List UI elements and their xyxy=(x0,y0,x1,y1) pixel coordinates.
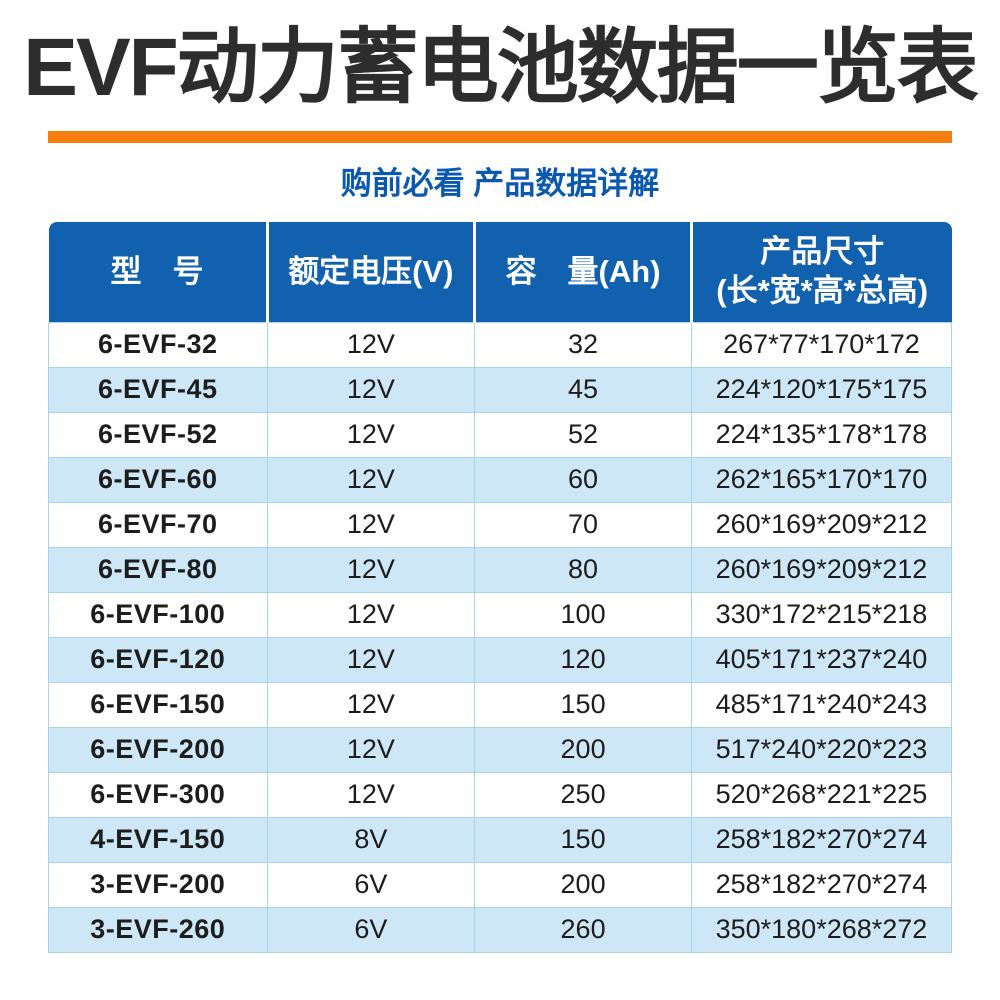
table-row: 6-EVF-45 12V 45 224*120*175*175 xyxy=(48,366,953,413)
cell-voltage: 12V xyxy=(266,411,476,458)
cell-size: 267*77*170*172 xyxy=(690,321,953,368)
cell-model: 6-EVF-80 xyxy=(48,546,268,593)
cell-model: 4-EVF-150 xyxy=(48,816,268,863)
cell-size: 258*182*270*274 xyxy=(690,816,953,863)
cell-model: 6-EVF-52 xyxy=(48,411,268,458)
cell-model: 6-EVF-300 xyxy=(48,771,268,818)
table-row: 6-EVF-150 12V 150 485*171*240*243 xyxy=(48,681,953,728)
cell-model: 6-EVF-60 xyxy=(48,456,268,503)
cell-voltage: 6V xyxy=(266,906,476,953)
cell-voltage: 12V xyxy=(266,366,476,413)
cell-size: 485*171*240*243 xyxy=(690,681,953,728)
table-header: 型 号 额定电压(V) 容 量(Ah) 产品尺寸 (长*宽*高*总高) xyxy=(48,221,952,323)
cell-capacity: 250 xyxy=(474,771,692,818)
table-row: 3-EVF-260 6V 260 350*180*268*272 xyxy=(48,906,953,953)
cell-capacity: 45 xyxy=(474,366,692,413)
cell-voltage: 12V xyxy=(266,771,476,818)
table-body: 6-EVF-32 12V 32 267*77*170*172 6-EVF-45 … xyxy=(48,321,953,953)
table-row: 6-EVF-200 12V 200 517*240*220*223 xyxy=(48,726,953,773)
cell-model: 6-EVF-32 xyxy=(48,321,268,368)
cell-size: 405*171*237*240 xyxy=(690,636,953,683)
table-row: 6-EVF-32 12V 32 267*77*170*172 xyxy=(48,321,953,368)
cell-size: 224*135*178*178 xyxy=(690,411,953,458)
cell-capacity: 120 xyxy=(474,636,692,683)
table-row: 6-EVF-60 12V 60 262*165*170*170 xyxy=(48,456,953,503)
cell-capacity: 52 xyxy=(474,411,692,458)
orange-divider xyxy=(48,130,952,143)
table-row: 6-EVF-120 12V 120 405*171*237*240 xyxy=(48,636,953,683)
cell-voltage: 12V xyxy=(266,321,476,368)
table-row: 6-EVF-80 12V 80 260*169*209*212 xyxy=(48,546,953,593)
table-row: 4-EVF-150 8V 150 258*182*270*274 xyxy=(48,816,953,863)
cell-model: 3-EVF-260 xyxy=(48,906,268,953)
cell-capacity: 32 xyxy=(474,321,692,368)
cell-model: 6-EVF-120 xyxy=(48,636,268,683)
cell-model: 6-EVF-200 xyxy=(48,726,268,773)
column-header-capacity: 容 量(Ah) xyxy=(474,221,693,323)
cell-voltage: 12V xyxy=(266,636,476,683)
column-header-size-line1: 产品尺寸 xyxy=(760,234,885,270)
cell-model: 6-EVF-70 xyxy=(48,501,268,548)
cell-size: 224*120*175*175 xyxy=(690,366,953,413)
cell-size: 258*182*270*274 xyxy=(690,861,953,908)
table-row: 6-EVF-70 12V 70 260*169*209*212 xyxy=(48,501,953,548)
cell-size: 260*169*209*212 xyxy=(690,501,953,548)
cell-capacity: 200 xyxy=(474,726,692,773)
header-row: 型 号 额定电压(V) 容 量(Ah) 产品尺寸 (长*宽*高*总高) xyxy=(48,221,952,323)
column-header-model: 型 号 xyxy=(48,221,269,323)
cell-voltage: 6V xyxy=(266,861,476,908)
column-header-voltage: 额定电压(V) xyxy=(267,221,477,323)
cell-size: 260*169*209*212 xyxy=(690,546,953,593)
table-row: 6-EVF-300 12V 250 520*268*221*225 xyxy=(48,771,953,818)
table-row: 6-EVF-100 12V 100 330*172*215*218 xyxy=(48,591,953,638)
cell-voltage: 12V xyxy=(266,681,476,728)
cell-model: 6-EVF-100 xyxy=(48,591,268,638)
cell-voltage: 12V xyxy=(266,726,476,773)
cell-size: 262*165*170*170 xyxy=(690,456,953,503)
column-header-size-line2: (长*宽*高*总高) xyxy=(716,272,929,308)
table-row: 6-EVF-52 12V 52 224*135*178*178 xyxy=(48,411,953,458)
table-row: 3-EVF-200 6V 200 258*182*270*274 xyxy=(48,861,953,908)
cell-model: 3-EVF-200 xyxy=(48,861,268,908)
column-header-size: 产品尺寸 (长*宽*高*总高) xyxy=(691,221,952,323)
cell-voltage: 12V xyxy=(266,591,476,638)
cell-size: 350*180*268*272 xyxy=(690,906,953,953)
cell-capacity: 80 xyxy=(474,546,692,593)
cell-capacity: 100 xyxy=(474,591,692,638)
cell-voltage: 12V xyxy=(266,546,476,593)
cell-capacity: 60 xyxy=(474,456,692,503)
cell-capacity: 260 xyxy=(474,906,692,953)
page-subtitle: 购前必看 产品数据详解 xyxy=(340,165,660,201)
cell-voltage: 12V xyxy=(266,501,476,548)
cell-model: 6-EVF-45 xyxy=(48,366,268,413)
cell-capacity: 150 xyxy=(474,681,692,728)
cell-size: 517*240*220*223 xyxy=(690,726,953,773)
cell-voltage: 12V xyxy=(266,456,476,503)
page-title: EVF动力蓄电池数据一览表 xyxy=(23,22,978,113)
cell-model: 6-EVF-150 xyxy=(48,681,268,728)
cell-capacity: 150 xyxy=(474,816,692,863)
spec-table: 型 号 额定电压(V) 容 量(Ah) 产品尺寸 (长*宽*高*总高) 6-EV… xyxy=(48,221,953,953)
cell-capacity: 200 xyxy=(474,861,692,908)
cell-capacity: 70 xyxy=(474,501,692,548)
cell-size: 330*172*215*218 xyxy=(690,591,953,638)
cell-size: 520*268*221*225 xyxy=(690,771,953,818)
cell-voltage: 8V xyxy=(266,816,476,863)
